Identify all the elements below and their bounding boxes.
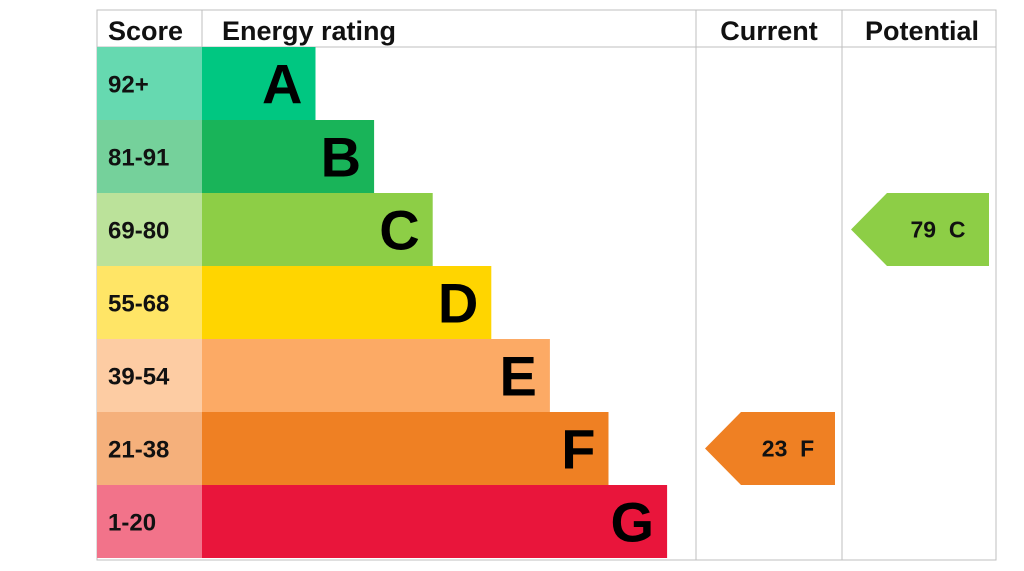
rating-bar-f: [202, 412, 609, 485]
rating-letter-c: C: [379, 199, 419, 262]
rating-letter-f: F: [561, 418, 595, 481]
score-range-d: 55-68: [108, 291, 169, 318]
rating-arrows: 23 F 79 C: [705, 193, 989, 485]
score-cell-c: [97, 193, 202, 266]
score-cell-a: [97, 47, 202, 120]
rating-letter-a: A: [262, 53, 302, 116]
score-cell-d: [97, 266, 202, 339]
rating-letter-g: G: [611, 491, 655, 554]
rating-letter-b: B: [321, 126, 361, 189]
score-range-b: 81-91: [108, 145, 169, 172]
score-range-c: 69-80: [108, 218, 169, 245]
score-range-a: 92+: [108, 72, 149, 99]
potential-header: Potential: [865, 16, 979, 46]
rating-bar-g: [202, 485, 668, 558]
current-rating-arrow: [705, 412, 835, 485]
rating-bar-e: [202, 339, 550, 412]
score-range-f: 21-38: [108, 437, 169, 464]
rating-bands: 92+ A 81-91 B 69-80 C 55-68 D 39-54 E 21-38 F 1-20 G: [97, 47, 668, 558]
rating-letter-d: D: [438, 272, 478, 335]
current-rating-label: 23 F: [762, 436, 814, 462]
potential-rating-label: 79 C: [911, 217, 966, 243]
rating-bar-d: [202, 266, 492, 339]
score-range-g: 1-20: [108, 510, 156, 537]
score-header: Score: [108, 16, 183, 46]
rating-bar-a: [202, 47, 316, 120]
score-cell-e: [97, 339, 202, 412]
score-range-e: 39-54: [108, 364, 170, 391]
score-cell-f: [97, 412, 202, 485]
rating-letter-e: E: [500, 345, 537, 408]
energy-rating-header: Energy rating: [222, 16, 396, 46]
rating-bar-c: [202, 193, 433, 266]
score-cell-g: [97, 485, 202, 558]
score-cell-b: [97, 120, 202, 193]
rating-bar-b: [202, 120, 375, 193]
potential-rating-arrow: [851, 193, 989, 266]
current-header: Current: [720, 16, 818, 46]
